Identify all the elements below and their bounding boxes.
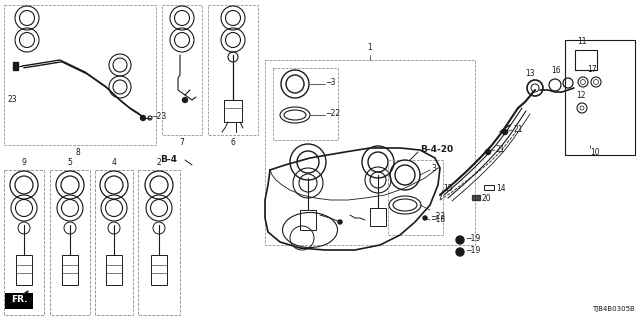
Text: FR.: FR. [11, 295, 28, 304]
Text: 16: 16 [551, 66, 561, 75]
Text: 2: 2 [157, 158, 161, 167]
Bar [265, 60, 475, 245]
Text: 3: 3 [431, 164, 436, 172]
Circle shape [486, 149, 490, 155]
Text: 1: 1 [367, 43, 372, 52]
Bar [575, 50, 597, 70]
Text: 11: 11 [577, 37, 587, 46]
Text: ─22: ─22 [431, 212, 445, 221]
Circle shape [423, 216, 427, 220]
Text: 5: 5 [68, 158, 72, 167]
Bar [162, 5, 202, 135]
Text: 12: 12 [576, 91, 586, 100]
Circle shape [338, 220, 342, 224]
Bar [4, 170, 44, 315]
Text: B-4-20: B-4-20 [420, 145, 453, 154]
Bar [95, 170, 133, 315]
Bar [484, 185, 494, 190]
Bar [388, 160, 443, 235]
Bar [300, 210, 316, 230]
Bar [50, 170, 90, 315]
Bar [565, 40, 635, 155]
Text: ─19: ─19 [466, 245, 480, 254]
Text: TJB4B0305B: TJB4B0305B [592, 306, 635, 312]
Bar [224, 100, 242, 122]
Text: 15: 15 [443, 183, 452, 193]
Bar [273, 68, 338, 140]
Circle shape [456, 236, 464, 244]
Bar [16, 255, 32, 285]
Circle shape [456, 248, 464, 256]
Text: 20: 20 [482, 194, 492, 203]
Text: 14: 14 [496, 184, 506, 193]
Bar [151, 255, 167, 285]
Text: 4: 4 [111, 158, 116, 167]
Text: 21: 21 [513, 124, 522, 133]
Text: 10: 10 [590, 148, 600, 157]
Text: 13: 13 [525, 69, 535, 78]
Text: B-4: B-4 [160, 155, 177, 164]
Text: 17: 17 [587, 65, 597, 74]
Text: 23: 23 [7, 95, 17, 104]
Text: 21: 21 [496, 145, 506, 154]
Text: ─18: ─18 [431, 214, 445, 223]
Circle shape [141, 116, 145, 121]
Circle shape [182, 98, 188, 102]
Bar [4, 5, 156, 145]
Bar [370, 208, 386, 226]
Text: 7: 7 [180, 138, 184, 147]
Bar [13, 62, 18, 70]
Circle shape [502, 130, 508, 134]
Text: 9: 9 [22, 158, 26, 167]
Text: ─19: ─19 [466, 234, 480, 243]
Bar [106, 255, 122, 285]
Text: ─23: ─23 [152, 111, 166, 121]
Bar [62, 255, 78, 285]
Bar [138, 170, 180, 315]
Bar [208, 5, 258, 135]
Text: 6: 6 [230, 138, 236, 147]
Text: ─22: ─22 [326, 108, 340, 117]
FancyBboxPatch shape [5, 293, 33, 309]
Text: 8: 8 [76, 148, 81, 157]
Text: ─3: ─3 [326, 77, 335, 86]
Bar [472, 195, 480, 200]
